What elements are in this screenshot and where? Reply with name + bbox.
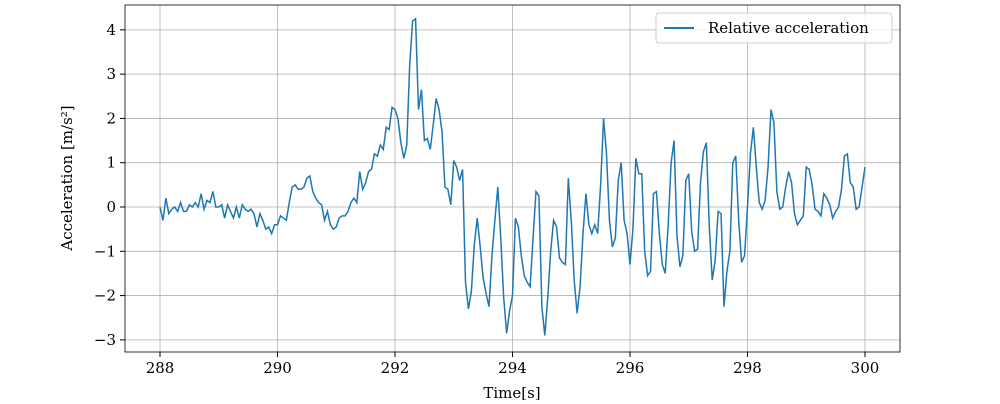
x-tick-label: 300: [851, 359, 880, 377]
x-axis-label: Time[s]: [483, 384, 540, 400]
x-tick-label: 294: [498, 359, 527, 377]
y-tick-label: 4: [106, 21, 116, 39]
legend-box: [655, 12, 893, 44]
y-tick-label: −1: [94, 242, 116, 260]
x-tick-label: 292: [381, 359, 410, 377]
y-tick-label: 3: [106, 65, 116, 83]
x-tick-label: 288: [146, 359, 175, 377]
y-tick-label: 0: [106, 198, 116, 216]
legend-label: Relative acceleration: [708, 19, 869, 37]
x-tick-label: 290: [263, 359, 292, 377]
x-tick-label: 298: [733, 359, 762, 377]
data-line: [159, 17, 866, 336]
y-tick-label: 1: [106, 154, 116, 172]
y-tick-label: 2: [106, 109, 116, 127]
y-tick-label: −3: [94, 331, 116, 349]
y-tick-label: −2: [94, 287, 116, 305]
x-tick-label: 296: [616, 359, 645, 377]
plot-frame: [124, 4, 901, 353]
y-axis-label: Acceleration [m/s²]: [58, 105, 76, 251]
